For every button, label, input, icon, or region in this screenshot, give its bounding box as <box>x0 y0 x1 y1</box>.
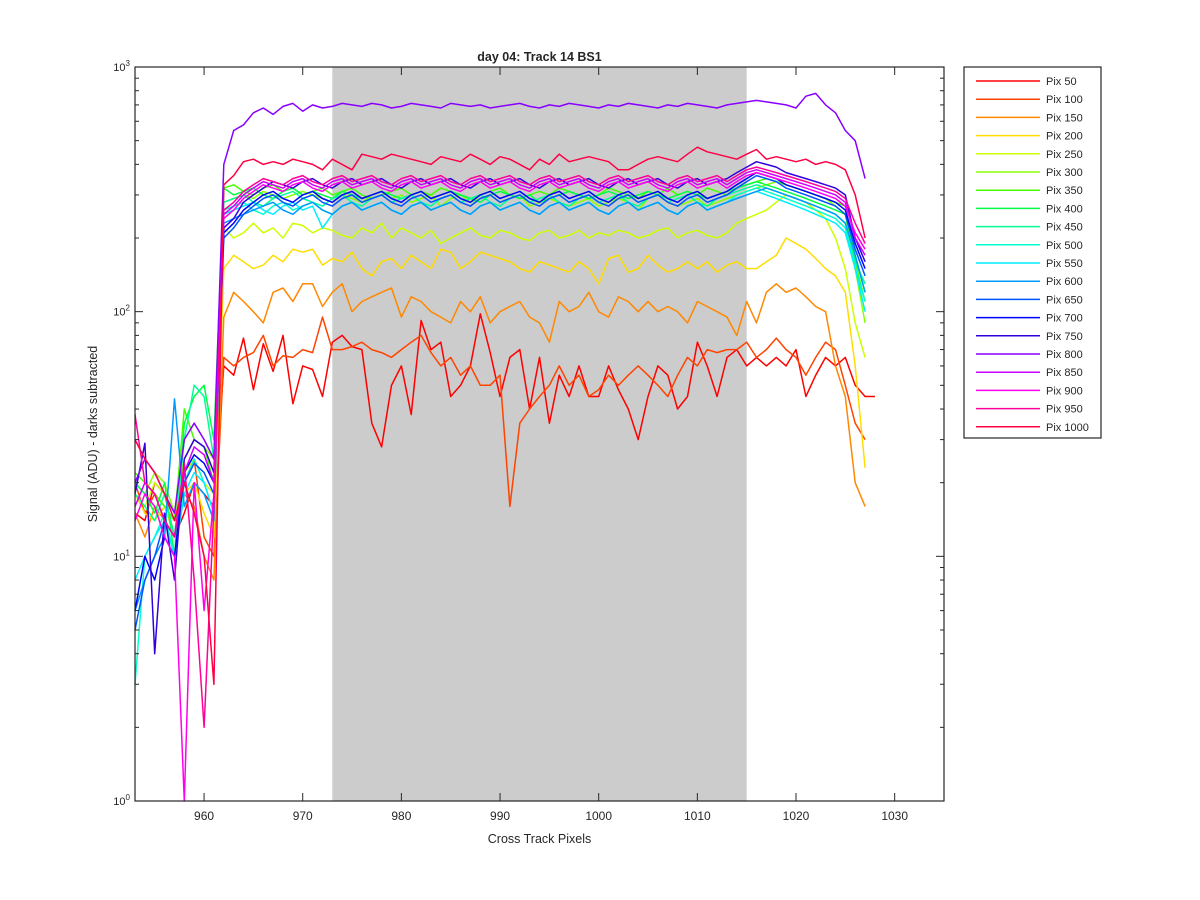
series-line-12 <box>134 187 866 611</box>
legend-label: Pix 950 <box>1046 404 1083 416</box>
legend-label: Pix 50 <box>1046 76 1077 88</box>
legend-label: Pix 150 <box>1046 112 1083 124</box>
legend-label: Pix 400 <box>1046 203 1083 215</box>
legend-label: Pix 350 <box>1046 185 1083 197</box>
legend-label: Pix 200 <box>1046 131 1083 143</box>
legend-label: Pix 100 <box>1046 94 1083 106</box>
legend-label: Pix 450 <box>1046 222 1083 234</box>
legend-label: Pix 850 <box>1046 367 1083 379</box>
y-tick-label: 102 <box>113 304 130 319</box>
x-tick-label: 1010 <box>684 809 711 823</box>
x-tick-label: 1000 <box>585 809 612 823</box>
legend-label: Pix 600 <box>1046 276 1083 288</box>
series-line-19 <box>134 166 866 729</box>
x-tick-label: 990 <box>490 809 510 823</box>
shaded-region <box>332 67 747 801</box>
legend: Pix 50 Pix 100 Pix 150 Pix 200 Pix 250 Pix 30… <box>963 66 1102 439</box>
y-tick-label: 103 <box>113 59 130 74</box>
legend-label: Pix 800 <box>1046 349 1083 361</box>
series-line-13 <box>134 174 866 631</box>
x-tick-label: 970 <box>293 809 313 823</box>
series-line-16 <box>134 92 866 514</box>
axes-box <box>134 66 945 802</box>
legend-label: Pix 300 <box>1046 167 1083 179</box>
legend-label: Pix 1000 <box>1046 422 1089 434</box>
x-axis-label: Cross Track Pixels <box>488 832 592 846</box>
legend-label: Pix 250 <box>1046 149 1083 161</box>
series-line-3 <box>134 283 866 581</box>
legend-box <box>963 66 1102 439</box>
legend-label: Pix 500 <box>1046 240 1083 252</box>
y-tick-label: 100 <box>113 793 130 808</box>
series-layer <box>134 92 875 802</box>
series-line-4 <box>134 237 866 538</box>
series-line-2 <box>134 316 866 558</box>
x-tick-label: 960 <box>194 809 214 823</box>
legend-label: Pix 750 <box>1046 331 1083 343</box>
legend-label: Pix 900 <box>1046 385 1083 397</box>
legend-label: Pix 650 <box>1046 294 1083 306</box>
x-tick-label: 980 <box>391 809 411 823</box>
series-line-17 <box>134 169 866 538</box>
legend-label: Pix 550 <box>1046 258 1083 270</box>
y-axis-label: Signal (ADU) - darks subtracted <box>86 346 100 523</box>
y-tick-label: 101 <box>113 548 130 563</box>
x-tick-label: 1030 <box>881 809 908 823</box>
series-line-14 <box>134 171 866 611</box>
x-tick-label: 1020 <box>783 809 810 823</box>
series-line-5 <box>134 194 866 514</box>
chart-title: day 04: Track 14 BS1 <box>477 50 601 64</box>
series-line-20 <box>134 146 866 686</box>
series-line-8 <box>134 180 866 558</box>
series-line-18 <box>134 171 866 802</box>
legend-label: Pix 700 <box>1046 313 1083 325</box>
series-line-1 <box>134 313 875 538</box>
